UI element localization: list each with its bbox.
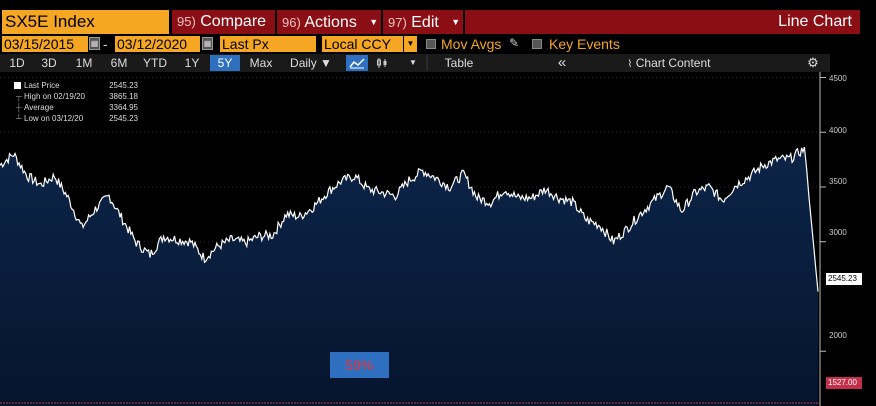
key-events-label[interactable]: Key Events xyxy=(549,36,620,52)
field-select[interactable]: Last Px xyxy=(220,36,316,52)
security-field[interactable]: SX5E Index xyxy=(2,10,169,34)
frequency-select[interactable]: Daily ▼ xyxy=(290,56,332,70)
period-1d[interactable]: 1D xyxy=(9,56,25,70)
y-tick-label: 4500 xyxy=(829,74,847,83)
legend-value: 3865.18 xyxy=(109,92,138,101)
compare-menu-button[interactable]: 95) Compare xyxy=(172,10,275,34)
end-date-field[interactable]: 03/12/2020 xyxy=(115,36,200,52)
period-max[interactable]: Max xyxy=(249,56,273,70)
compare-shortcut: 95) xyxy=(177,14,196,29)
chart-toolbar xyxy=(0,54,830,72)
average-marker-icon: ┼ xyxy=(16,103,22,112)
legend-key: Average xyxy=(24,103,54,112)
table-button[interactable]: Table xyxy=(444,56,474,70)
price-area xyxy=(0,147,818,406)
chart-type-title: Line Chart xyxy=(465,10,860,34)
edit-caret-icon: ▼ xyxy=(451,17,461,27)
period-1m[interactable]: 1M xyxy=(75,56,93,70)
percent-overlay: 59% xyxy=(330,352,389,378)
y-tick-label: 3500 xyxy=(829,177,847,186)
y-tick-label: 2000 xyxy=(829,331,847,340)
start-date-field[interactable]: 03/15/2015 xyxy=(2,36,88,52)
collapse-icon[interactable]: « xyxy=(557,54,567,71)
price-line xyxy=(0,146,819,292)
chart-content-icon: ⌇ xyxy=(627,59,633,70)
y-tick-label: 3000 xyxy=(829,228,847,237)
legend-box: Last Price 2545.23 ┬ High on 02/19/20 38… xyxy=(6,80,140,128)
y-tick-label: 4000 xyxy=(829,126,847,135)
chart-content-label: Chart Content xyxy=(635,56,711,70)
high-marker-icon: ┬ xyxy=(16,92,22,101)
period-6m[interactable]: 6M xyxy=(110,56,128,70)
legend-row-average: ┼ Average 3364.95 xyxy=(6,103,140,112)
gear-icon[interactable]: ⚙ xyxy=(807,55,819,70)
currency-dropdown-icon[interactable]: ▼ xyxy=(404,36,417,52)
edit-label: Edit xyxy=(411,14,439,31)
currency-select[interactable]: Local CCY xyxy=(322,36,403,52)
date-separator: - xyxy=(103,36,108,52)
mov-avgs-checkbox[interactable] xyxy=(426,39,436,49)
end-calendar-icon[interactable]: ▦ xyxy=(202,37,213,50)
last-price-swatch-icon xyxy=(14,82,21,89)
period-5y[interactable]: 5Y xyxy=(210,55,240,71)
period-ytd[interactable]: YTD xyxy=(143,56,167,70)
chart-style-dropdown-icon[interactable]: ▼ xyxy=(409,58,417,67)
legend-key: High on 02/19/20 xyxy=(24,92,85,101)
legend-value: 3364.95 xyxy=(109,103,138,112)
low-marker-icon: ┴ xyxy=(16,114,22,123)
period-1y[interactable]: 1Y xyxy=(184,56,200,70)
line-chart-icon[interactable] xyxy=(346,55,368,71)
legend-row-last-price: Last Price 2545.23 xyxy=(6,81,140,90)
actions-menu-button[interactable]: 96) Actions ▼ xyxy=(277,10,381,34)
candlestick-icon[interactable] xyxy=(372,55,392,71)
edit-shortcut: 97) xyxy=(388,15,407,30)
period-3d[interactable]: 3D xyxy=(41,56,57,70)
legend-row-low: ┴ Low on 03/12/20 2545.23 xyxy=(6,114,140,123)
toolbar-separator xyxy=(426,55,428,71)
actions-caret-icon: ▼ xyxy=(369,17,379,27)
actions-shortcut: 96) xyxy=(282,15,301,30)
edit-menu-button[interactable]: 97) Edit ▼ xyxy=(383,10,463,34)
legend-key: Last Price xyxy=(24,81,60,90)
key-events-checkbox[interactable] xyxy=(532,39,542,49)
mov-avgs-label[interactable]: Mov Avgs xyxy=(441,36,502,52)
threshold-label: 1527.00 xyxy=(826,377,862,389)
start-calendar-icon[interactable]: ▦ xyxy=(89,37,100,50)
pencil-icon[interactable]: ✎ xyxy=(509,36,520,50)
legend-row-high: ┬ High on 02/19/20 3865.18 xyxy=(6,92,140,101)
legend-value: 2545.23 xyxy=(109,81,138,90)
actions-label: Actions xyxy=(304,14,357,31)
compare-label: Compare xyxy=(200,13,267,30)
legend-key: Low on 03/12/20 xyxy=(24,114,84,123)
legend-value: 2545.23 xyxy=(109,114,138,123)
y-axis-ticks xyxy=(820,76,826,352)
chart-content-button[interactable]: ⌇ Chart Content xyxy=(614,55,724,71)
last-price-label: 2545.23 xyxy=(826,273,862,285)
